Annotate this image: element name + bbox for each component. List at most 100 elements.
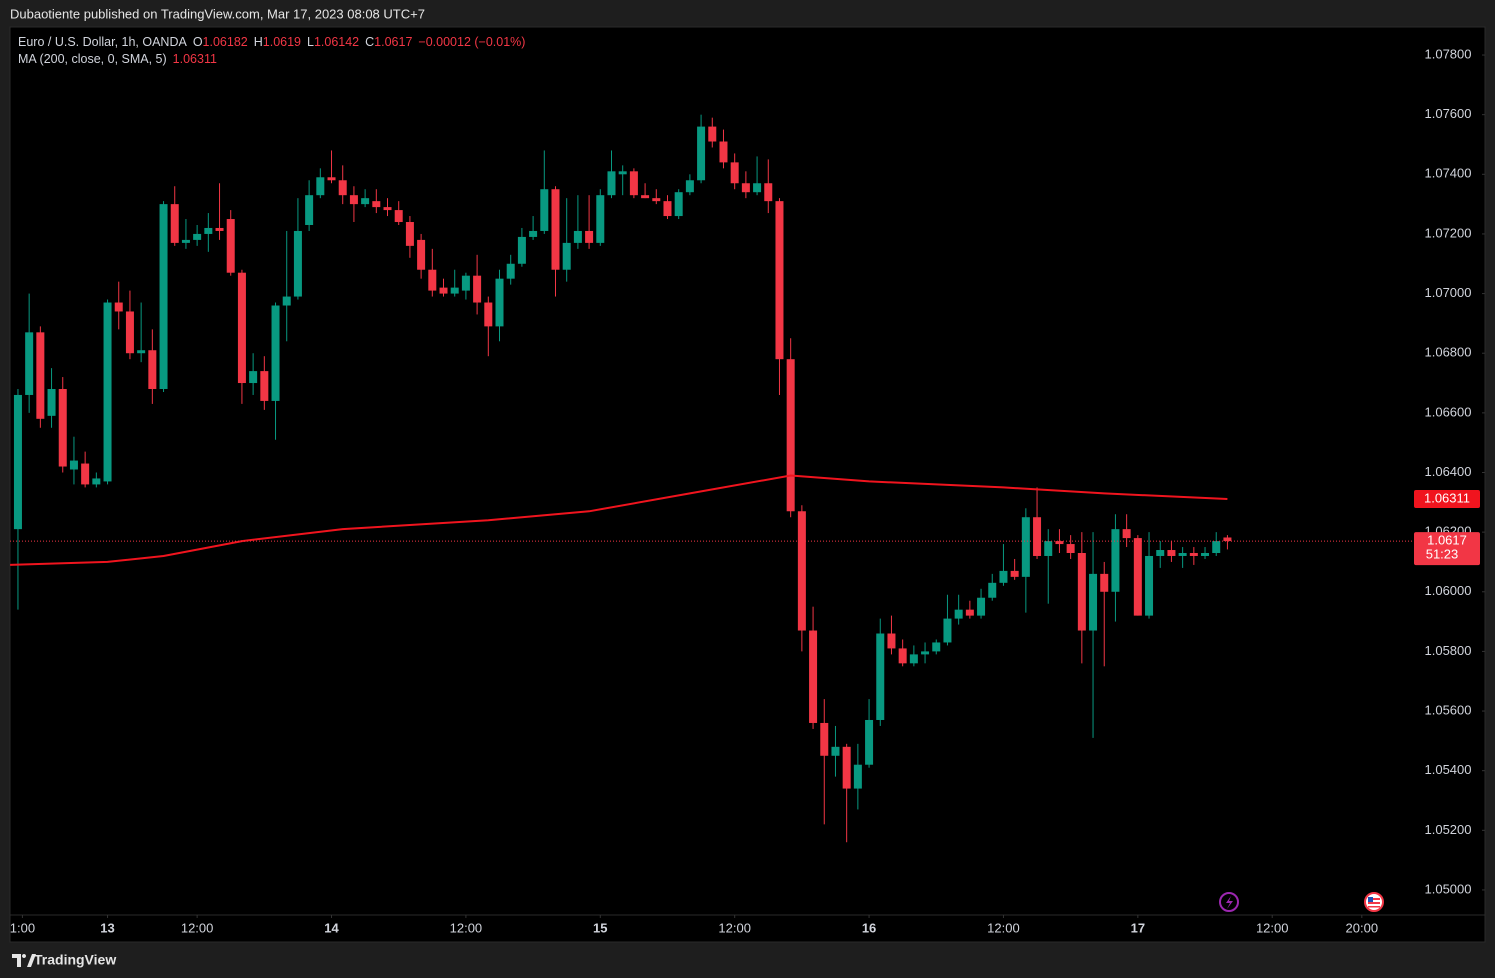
lightning-icon[interactable] bbox=[1219, 892, 1239, 912]
candle-body bbox=[181, 239, 190, 243]
candle-body bbox=[305, 195, 314, 225]
y-tick-label: 1.05000 bbox=[1425, 881, 1472, 896]
candle-body bbox=[293, 230, 302, 297]
y-tick-label: 1.07400 bbox=[1425, 166, 1472, 181]
y-tick-label: 1.06000 bbox=[1425, 583, 1472, 598]
candle-body bbox=[1156, 550, 1165, 556]
candle-body bbox=[92, 478, 101, 485]
x-tick-label: 12:00 bbox=[181, 920, 214, 935]
candle-body bbox=[439, 287, 448, 294]
candle-body bbox=[842, 746, 851, 789]
candle-body bbox=[1122, 529, 1131, 539]
candle-body bbox=[999, 570, 1008, 583]
candle-body bbox=[1089, 573, 1098, 631]
candle-body bbox=[1066, 544, 1075, 554]
candle-body bbox=[383, 207, 392, 211]
candle-body bbox=[338, 180, 347, 196]
candle-body bbox=[663, 201, 672, 217]
y-tick-label: 1.05600 bbox=[1425, 702, 1472, 717]
candle-body bbox=[954, 609, 963, 619]
candle-body bbox=[484, 302, 493, 327]
candle-body bbox=[114, 302, 123, 312]
y-tick-label: 1.05800 bbox=[1425, 643, 1472, 658]
candle-body bbox=[853, 764, 862, 789]
candle-body bbox=[271, 305, 280, 401]
candle-body bbox=[170, 204, 179, 243]
candle-body bbox=[1178, 553, 1187, 556]
candle-body bbox=[517, 236, 526, 264]
last-price-box bbox=[1414, 532, 1480, 566]
c-label: C bbox=[365, 35, 374, 49]
candle-body bbox=[204, 227, 213, 234]
candle-body bbox=[361, 198, 370, 205]
candle-body bbox=[831, 746, 840, 756]
header-text: Dubaotiente published on TradingView.com… bbox=[10, 6, 425, 21]
candle-body bbox=[1044, 541, 1053, 556]
candle-body bbox=[932, 642, 941, 652]
candle-body bbox=[1133, 538, 1142, 616]
candle-body bbox=[652, 198, 661, 202]
candle-body bbox=[585, 230, 594, 243]
candle-body bbox=[1033, 517, 1042, 556]
candle-body bbox=[641, 195, 650, 199]
x-tick-label: 13 bbox=[100, 920, 114, 935]
candle-body bbox=[887, 633, 896, 649]
candle-body bbox=[495, 278, 504, 327]
candle-body bbox=[461, 275, 470, 291]
y-tick-label: 1.05400 bbox=[1425, 762, 1472, 777]
candle-body bbox=[865, 719, 874, 765]
candle-body bbox=[1145, 555, 1154, 616]
candle-body bbox=[226, 219, 235, 273]
candle-body bbox=[685, 180, 694, 193]
h-label: H bbox=[254, 35, 263, 49]
countdown: 51:23 bbox=[1426, 547, 1459, 562]
candle-body bbox=[473, 275, 482, 303]
x-tick-label: 12:00 bbox=[987, 920, 1020, 935]
candle-body bbox=[708, 126, 717, 142]
candle-body bbox=[316, 177, 325, 196]
candle-body bbox=[349, 195, 358, 205]
y-tick-label: 1.07200 bbox=[1425, 225, 1472, 240]
candle-body bbox=[394, 210, 403, 223]
candle-body bbox=[1212, 541, 1221, 554]
candle-body bbox=[450, 287, 459, 294]
candle-body bbox=[719, 141, 728, 163]
candle-body bbox=[1100, 573, 1109, 592]
candle-body bbox=[551, 189, 560, 270]
flag-icon[interactable] bbox=[1364, 892, 1384, 912]
candle-body bbox=[965, 609, 974, 616]
h-value: 1.0619 bbox=[263, 35, 301, 49]
candle-body bbox=[69, 460, 78, 470]
candle-body bbox=[764, 183, 773, 202]
candle-body bbox=[943, 618, 952, 643]
candle-body bbox=[618, 171, 627, 175]
candle-body bbox=[753, 183, 762, 193]
candle-body bbox=[797, 511, 806, 631]
candle-body bbox=[249, 371, 258, 384]
candle-body bbox=[81, 463, 90, 485]
candle-body bbox=[909, 654, 918, 664]
candle-body bbox=[820, 722, 829, 756]
candle-body bbox=[103, 302, 112, 482]
o-label: O bbox=[193, 35, 203, 49]
last-price-label: 1.0617 bbox=[1427, 533, 1467, 548]
candle-body bbox=[876, 633, 885, 720]
candle-body bbox=[137, 350, 146, 354]
y-tick-label: 1.06800 bbox=[1425, 345, 1472, 360]
y-tick-label: 1.05200 bbox=[1425, 822, 1472, 837]
candle-body bbox=[596, 195, 605, 243]
candle-body bbox=[47, 388, 56, 416]
x-tick-label: 15 bbox=[593, 920, 607, 935]
candle-body bbox=[260, 371, 269, 401]
candle-body bbox=[1201, 553, 1210, 556]
brand-name: TradingView bbox=[34, 952, 116, 968]
y-tick-label: 1.07000 bbox=[1425, 285, 1472, 300]
candle-body bbox=[405, 222, 414, 246]
candle-body bbox=[540, 189, 549, 231]
candle-body bbox=[898, 648, 907, 664]
candle-body bbox=[13, 394, 22, 530]
candle-body bbox=[237, 272, 246, 384]
candle-body bbox=[730, 162, 739, 184]
x-tick-label: 14 bbox=[324, 920, 339, 935]
candle-body bbox=[921, 651, 930, 655]
